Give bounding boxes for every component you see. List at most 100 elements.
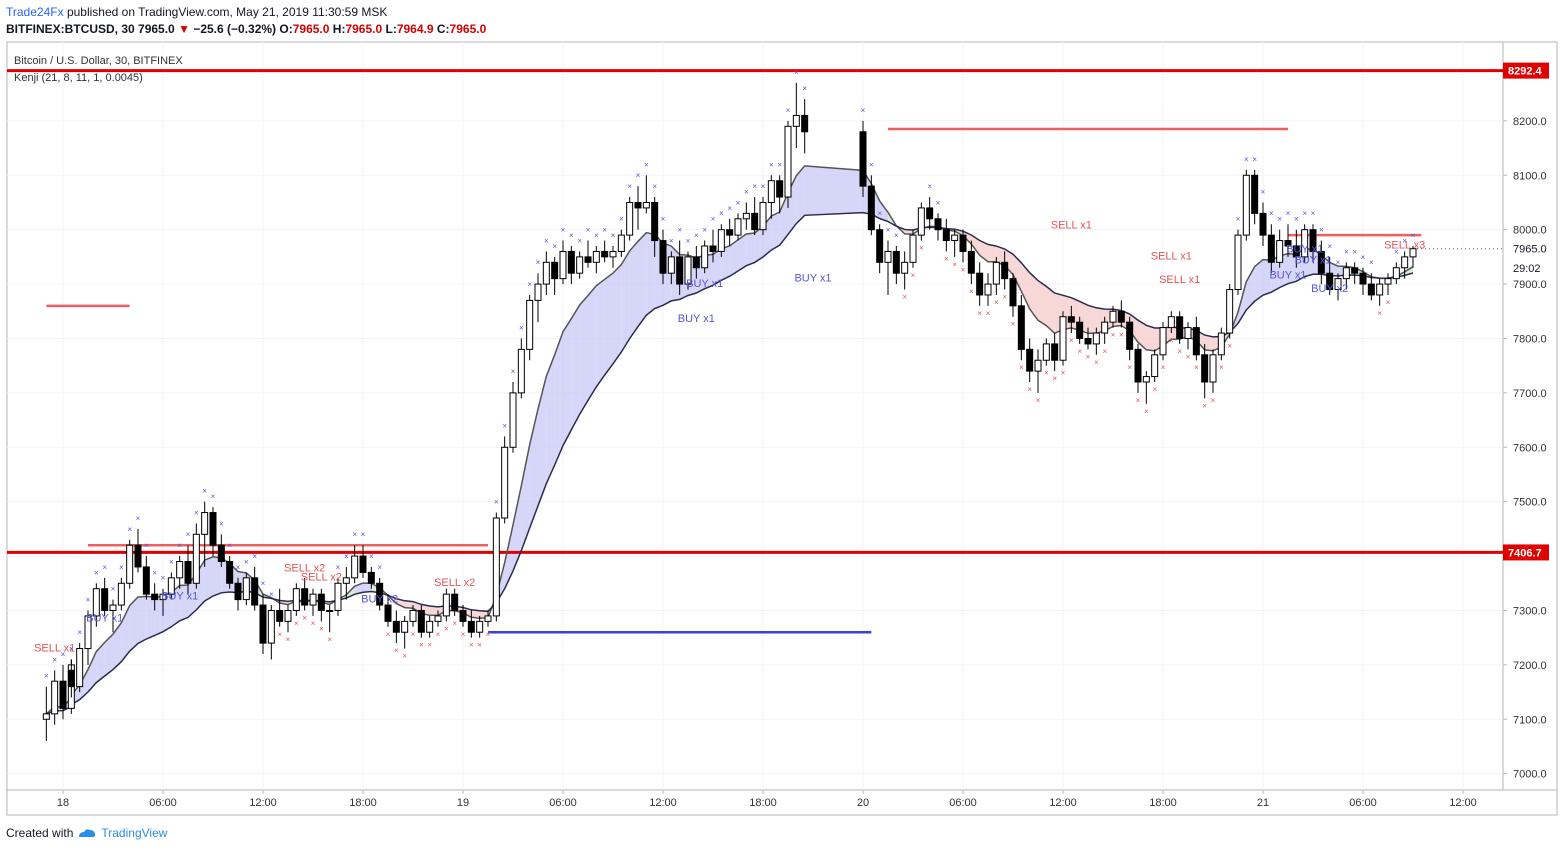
candle-body	[126, 544, 134, 584]
candle-body	[709, 245, 717, 252]
signal-dot: ×	[577, 236, 582, 245]
signal-dot: ×	[1252, 155, 1257, 164]
signal-dot: ×	[311, 619, 316, 628]
candle-body	[559, 250, 567, 280]
cloud-segment	[1029, 272, 1038, 321]
cloud-segment	[579, 295, 588, 415]
publisher-link[interactable]: Trade24Fx	[6, 5, 64, 19]
candle-body	[592, 250, 600, 263]
cloud-segment	[363, 583, 372, 593]
candle-body	[217, 544, 225, 563]
cloud-segment	[771, 211, 780, 251]
candle-body	[84, 615, 92, 650]
candle-body	[367, 571, 375, 584]
candle-body	[1092, 332, 1100, 345]
signal-dot: ×	[1327, 242, 1332, 251]
candle-body	[201, 512, 209, 535]
time-axis[interactable]: 18 06:00 12:00 18:00 19 06:00 12:00 18:00 20 06:0…	[57, 790, 1477, 809]
price-level-tag	[1503, 544, 1549, 561]
candle-body	[434, 615, 442, 622]
candle-body	[1059, 316, 1067, 361]
price-level-tag-text: 7406.7	[1508, 547, 1542, 559]
signal-dot: ×	[261, 579, 266, 588]
candle-body	[176, 561, 184, 579]
signal-dot: ×	[894, 231, 899, 240]
signal-dot: ×	[1236, 215, 1241, 224]
signal-dot: ×	[394, 646, 399, 655]
signal-dot: ×	[1194, 363, 1199, 372]
signal-dot: ×	[419, 641, 424, 650]
signal-label: SELL x2	[301, 572, 342, 584]
signal-dot: ×	[411, 630, 416, 639]
candle-body	[451, 593, 459, 611]
signal-label: BUY x1	[686, 278, 723, 290]
tradingview-brand-link[interactable]: TradingView	[101, 826, 168, 840]
signal-dot: ×	[802, 84, 807, 93]
candle-body	[1317, 250, 1325, 274]
signal-dot: ×	[186, 530, 191, 539]
chart-legend-title: Bitcoin / U.S. Dollar, 30, BITFINEX	[14, 55, 183, 67]
candle-body	[751, 212, 759, 231]
signal-dot: ×	[636, 171, 641, 180]
close-value: 7965.0	[449, 22, 487, 36]
indicator-legend: Kenji (21, 8, 11, 1, 0.0045)	[14, 72, 143, 84]
published-text: published on TradingView.com, May 21, 20…	[66, 5, 388, 19]
price-tag-bg	[1504, 259, 1549, 276]
candle-body	[1109, 310, 1117, 323]
candle-body	[159, 593, 167, 601]
open-value: 7965.0	[292, 22, 330, 36]
candle-body	[76, 648, 84, 688]
low-label: L:	[385, 22, 397, 36]
candle-body	[967, 250, 975, 274]
cloud-segment	[646, 232, 655, 316]
candle-body	[326, 609, 334, 612]
candle-body	[442, 593, 450, 617]
price-tick-label: 7500.0	[1513, 497, 1547, 509]
cloud-segment	[171, 585, 180, 627]
cloud-segment	[571, 304, 580, 430]
signal-dot: ×	[252, 552, 257, 561]
cloud-segment	[104, 634, 113, 677]
candle-body	[1192, 327, 1200, 356]
candle-body	[726, 229, 734, 236]
signal-dot: ×	[952, 260, 957, 269]
price-change: −25.6 (−0.32%)	[193, 22, 277, 36]
signal-dot: ×	[1011, 320, 1016, 329]
candle-body	[276, 609, 284, 622]
cloud-segment	[621, 250, 630, 353]
signal-dot: ×	[769, 160, 774, 169]
candle-body	[884, 250, 892, 263]
signal-dot: ×	[1077, 347, 1082, 356]
signal-dot: ×	[536, 258, 541, 267]
candle-body	[1267, 234, 1275, 263]
cloud-segment	[546, 354, 555, 484]
price-axis[interactable]: 7000.07100.07200.07300.07400.07500.07600…	[1503, 62, 1549, 781]
signal-dot: ×	[1027, 385, 1032, 394]
signal-dot: ×	[161, 574, 166, 583]
candle-body	[1384, 278, 1392, 285]
price-tick-label: 7100.0	[1513, 714, 1547, 726]
signal-label: BUY x1	[161, 591, 198, 603]
price-tick-label: 7700.0	[1513, 388, 1547, 400]
candle-body	[259, 604, 267, 644]
candle-body	[1301, 229, 1309, 258]
signal-label: BUY x1	[1294, 254, 1331, 266]
signal-dot: ×	[127, 525, 132, 534]
cloud-segment	[1138, 320, 1147, 350]
candle-body	[401, 620, 409, 633]
time-tick-label: 12:00	[649, 797, 677, 809]
cloud-segment	[538, 376, 547, 506]
cloud-segment	[996, 246, 1005, 266]
signal-dot: ×	[1344, 247, 1349, 256]
signal-dot: ×	[961, 265, 966, 274]
signal-label: BUY x1	[86, 612, 123, 624]
signal-dot: ×	[744, 187, 749, 196]
signal-dot: ×	[1036, 396, 1041, 405]
time-tick-label: 12:00	[1049, 797, 1077, 809]
signal-dot: ×	[61, 650, 66, 659]
signal-dot: ×	[794, 68, 799, 77]
candle-body	[859, 131, 867, 187]
price-tick-label: 7900.0	[1513, 279, 1547, 291]
signal-dot: ×	[144, 541, 149, 550]
